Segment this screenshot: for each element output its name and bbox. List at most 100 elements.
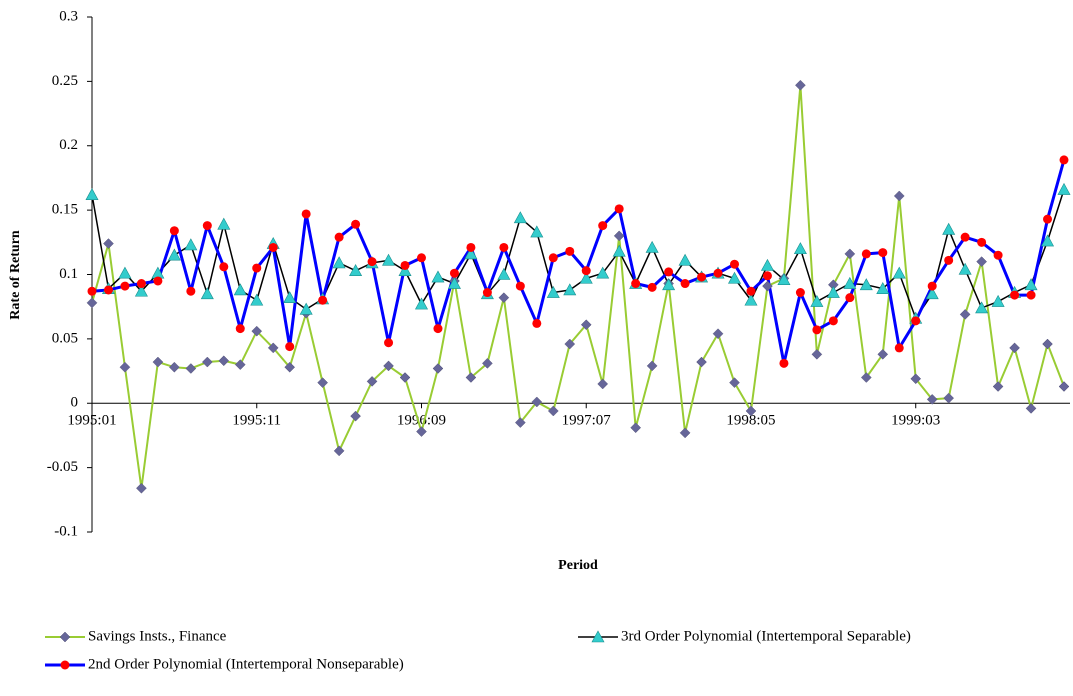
y-tick-label: 0.1 [59,266,78,282]
marker [646,360,658,372]
marker [1010,290,1020,300]
marker [992,381,1004,392]
marker [958,262,972,275]
series-line [91,159,1066,365]
marker [795,79,806,91]
marker [367,257,377,267]
marker [597,378,609,390]
marker [614,204,624,214]
marker [515,281,525,291]
marker [760,258,774,271]
marker [432,363,444,374]
marker [943,392,955,404]
marker [548,253,558,263]
marker [85,188,99,200]
marker [202,221,212,231]
marker [565,246,575,256]
marker [284,361,296,373]
marker [60,660,70,670]
marker [103,285,113,295]
marker [925,287,939,300]
marker [482,357,493,369]
marker [944,255,954,265]
marker [120,281,130,291]
marker [1058,381,1070,392]
marker [596,266,610,279]
y-tick-label: 0.3 [59,8,78,24]
marker [976,256,987,267]
marker [283,291,297,303]
y-tick-label: 0.25 [52,73,78,89]
marker [892,266,906,279]
marker [828,316,838,326]
y-tick-label: -0.05 [47,459,78,475]
x-tick-label: 1998:05 [726,413,775,429]
marker [531,396,543,408]
marker [977,237,987,247]
marker [713,268,723,278]
marker [285,342,295,352]
x-tick-label: 1999:03 [891,413,940,429]
marker [744,293,758,306]
marker [645,240,659,253]
marker [547,405,559,417]
marker [877,348,889,360]
marker [136,482,147,494]
x-tick-label: 1996:09 [397,413,446,429]
marker [876,282,890,294]
marker [350,410,361,422]
marker [630,422,642,434]
marker [530,225,544,238]
marker [826,285,840,298]
marker [927,281,937,291]
marker [466,242,476,252]
marker [217,217,231,230]
marker [498,292,510,304]
marker [662,278,676,291]
marker [384,338,394,348]
legend-entry: Savings Insts., Finance [45,628,227,644]
marker [464,247,478,260]
marker [119,361,131,373]
marker [1025,403,1037,414]
marker [613,230,625,242]
marker [678,253,692,266]
legend-label: Savings Insts., Finance [88,628,227,644]
marker [416,426,427,437]
marker [581,266,591,276]
legend-entry: 3rd Order Polynomial (Intertemporal Sepa… [578,628,911,644]
marker [1057,182,1071,195]
y-tick-label: -0.1 [54,523,78,539]
marker [399,372,411,383]
marker [1024,278,1038,291]
marker [563,283,577,296]
marker [793,242,807,255]
marker [334,232,344,242]
marker [513,211,527,224]
marker [317,377,328,389]
marker [250,293,264,306]
marker [1043,214,1053,224]
marker [579,271,593,284]
marker [351,219,361,229]
marker [1059,155,1069,165]
marker [729,377,740,389]
marker [546,285,560,298]
marker [859,278,873,291]
series-line [91,189,1065,320]
marker [779,358,789,368]
marker [200,287,214,300]
marker [580,319,592,331]
marker [762,271,772,281]
marker [400,260,410,270]
marker [942,222,956,235]
marker [680,279,690,289]
marker [383,360,394,372]
marker [299,302,313,315]
marker [960,232,970,242]
marker [697,272,707,282]
marker [728,271,742,284]
marker [679,427,691,439]
marker [234,359,246,370]
legend-label: 3rd Order Polynomial (Intertemporal Sepa… [621,628,911,644]
